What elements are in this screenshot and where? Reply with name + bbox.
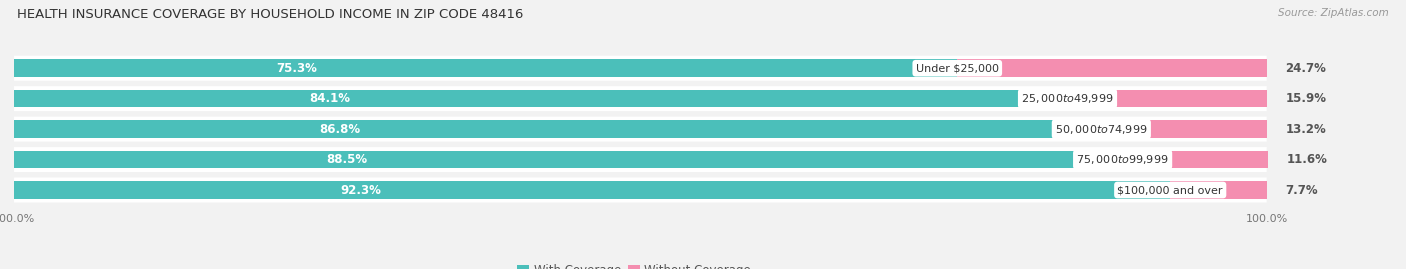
Bar [1067,90,1267,108]
Text: $25,000 to $49,999: $25,000 to $49,999 [1021,92,1114,105]
Bar [14,181,1170,199]
FancyBboxPatch shape [14,86,1267,111]
Text: 75.3%: 75.3% [277,62,318,75]
Text: $100,000 and over: $100,000 and over [1118,185,1223,195]
Bar [14,151,1122,168]
Text: 7.7%: 7.7% [1285,183,1317,197]
Text: 88.5%: 88.5% [326,153,367,166]
Legend: With Coverage, Without Coverage: With Coverage, Without Coverage [517,264,751,269]
FancyBboxPatch shape [14,117,1267,141]
Text: $50,000 to $74,999: $50,000 to $74,999 [1054,123,1147,136]
Bar [14,59,957,77]
Text: 13.2%: 13.2% [1285,123,1326,136]
Text: 92.3%: 92.3% [340,183,381,197]
FancyBboxPatch shape [14,56,1267,81]
Text: 24.7%: 24.7% [1285,62,1326,75]
Bar [1101,120,1267,138]
Bar [1122,151,1268,168]
Text: 11.6%: 11.6% [1286,153,1327,166]
Text: $75,000 to $99,999: $75,000 to $99,999 [1077,153,1168,166]
Bar [957,59,1267,77]
Bar [14,90,1067,108]
Text: Under $25,000: Under $25,000 [915,63,998,73]
Bar [14,120,1101,138]
Text: Source: ZipAtlas.com: Source: ZipAtlas.com [1278,8,1389,18]
Text: 15.9%: 15.9% [1285,92,1326,105]
FancyBboxPatch shape [14,178,1267,203]
Text: 84.1%: 84.1% [309,92,350,105]
Text: 86.8%: 86.8% [319,123,361,136]
Bar [1170,181,1267,199]
Text: HEALTH INSURANCE COVERAGE BY HOUSEHOLD INCOME IN ZIP CODE 48416: HEALTH INSURANCE COVERAGE BY HOUSEHOLD I… [17,8,523,21]
FancyBboxPatch shape [14,147,1267,172]
